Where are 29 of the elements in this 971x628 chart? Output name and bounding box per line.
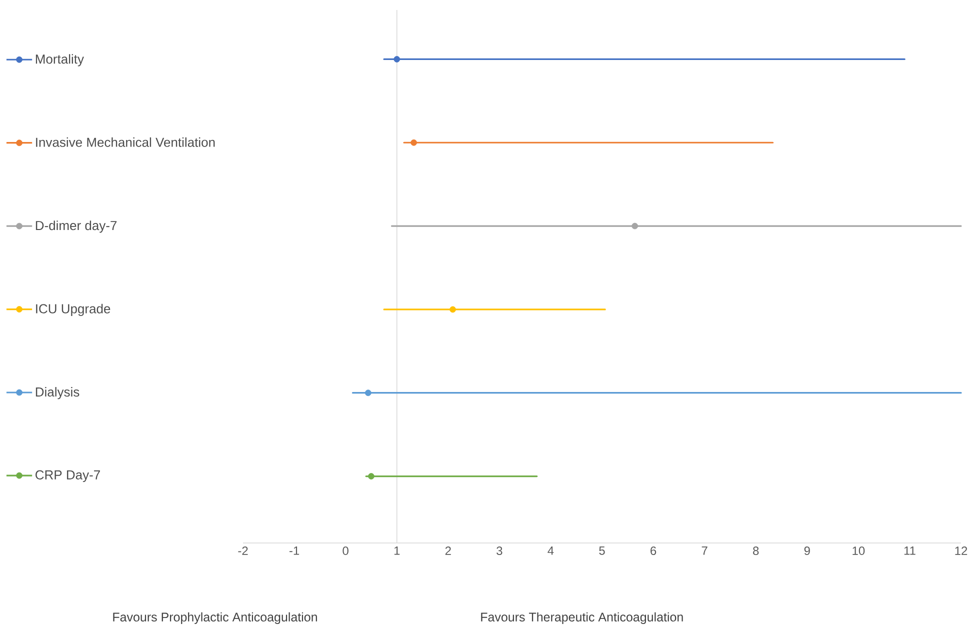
x-tick-label: 12	[955, 546, 968, 555]
legend-label: CRP Day-7	[36, 470, 100, 482]
x-tick-label: -2	[238, 546, 248, 555]
x-tick-label: 4	[548, 546, 554, 555]
x-tick-label: 0	[342, 546, 348, 556]
point	[410, 139, 417, 146]
legend-label: Dialysis	[36, 387, 80, 400]
legend-label: ICU Upgrade	[36, 304, 110, 316]
x-tick-label: -1	[289, 546, 300, 555]
point	[364, 390, 372, 396]
x-tick-label: 2	[445, 546, 451, 555]
x-tick-label: 6	[650, 546, 656, 556]
x-tick-label: 3	[496, 546, 502, 556]
point	[450, 306, 456, 313]
x-tick-label: 7	[702, 546, 708, 555]
text: Favours Prophylactic Anticoagulation	[113, 612, 317, 624]
point	[394, 56, 400, 62]
x-tick-label: 5	[599, 546, 605, 555]
legend-label: Invasive Mechanical Ventilation	[36, 137, 215, 147]
point	[368, 473, 374, 480]
point	[632, 222, 638, 230]
x-tick-label: 1	[394, 546, 400, 555]
text: Favours Therapeutic Anticoagulation	[481, 612, 683, 624]
x-tick-label: 8	[753, 546, 759, 556]
legend-label: Mortality	[36, 54, 84, 66]
x-tick-label: 11	[904, 546, 916, 555]
legend-label: D-dimer day-7	[36, 220, 117, 233]
x-tick-label: 10	[852, 546, 865, 556]
x-tick-label: 9	[804, 546, 810, 556]
